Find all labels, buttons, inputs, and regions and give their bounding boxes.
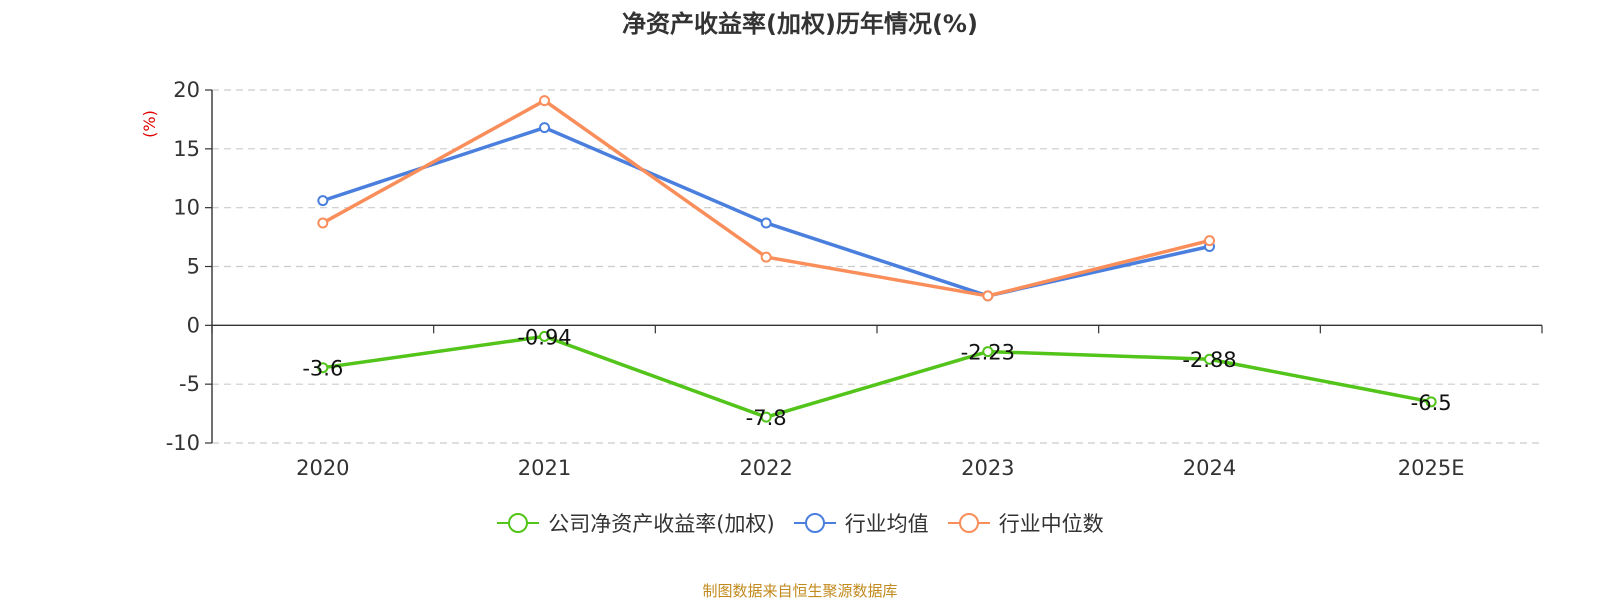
data-point [982,290,994,302]
data-point [760,251,772,263]
legend-line-circle-icon [497,513,540,533]
x-tick-label: 2021 [518,456,571,480]
y-tick-label: -5 [179,372,200,396]
data-point [1204,235,1215,247]
data-label: -7.8 [746,406,787,430]
x-tick-label: 2020 [296,456,349,480]
data-point [317,362,329,374]
y-tick-label: 5 [187,255,200,279]
series-lines [317,95,1437,423]
x-tick-label: 2024 [1183,456,1236,480]
data-point [539,95,550,107]
legend-label: 行业中位数 [998,512,1104,536]
data-label: -0.94 [517,325,571,349]
y-axis-label: (%) [140,110,159,138]
x-tick-label: 2023 [961,456,1014,480]
y-tick-label: 10 [173,196,200,220]
legend-line-circle-icon [947,513,990,533]
legend: 公司净资产收益率(加权) 行业均值 行业中位数 [0,508,1600,538]
legend-item-company-roe[interactable]: 公司净资产收益率(加权) [496,508,775,538]
data-label: -3.6 [302,357,343,381]
data-point [982,346,994,358]
y-tick-label: -10 [166,431,200,455]
x-tick-label: 2025E [1398,456,1465,480]
y-tick-label: 20 [173,78,200,102]
series-line [322,334,1432,419]
legend-item-industry-mean[interactable]: 行业均值 [793,508,929,538]
data-point [1204,353,1215,365]
y-tick-label: 0 [187,313,200,337]
series-line [322,125,1210,298]
x-tick-label: 2022 [739,456,792,480]
data-point [317,217,329,229]
grid-lines [212,89,1542,444]
legend-line-circle-icon [793,513,836,533]
data-label: -6.5 [1411,391,1452,415]
chart-title: 净资产收益率(加权)历年情况(%) [622,10,978,38]
legend-label: 行业均值 [844,512,929,536]
axes: 20 15 10 5 0 -5 -10 2020 2021 2022 2023 2024 2025E [166,78,1543,480]
legend-item-industry-median[interactable]: 行业中位数 [947,508,1104,538]
data-point [760,217,772,229]
data-labels: -3.6 -0.94 -7.8 -2.23 -2.88 -6.5 [302,325,1451,430]
data-point [539,330,550,342]
data-label: -2.88 [1182,348,1236,372]
data-point [760,411,772,423]
data-point [1425,396,1437,408]
source-note: 制图数据来自恒生聚源数据库 [702,582,898,600]
data-point [317,195,329,207]
data-label: -2.23 [961,341,1015,365]
legend-label: 公司净资产收益率(加权) [548,512,775,536]
y-tick-label: 15 [173,137,200,161]
data-point [539,122,550,134]
